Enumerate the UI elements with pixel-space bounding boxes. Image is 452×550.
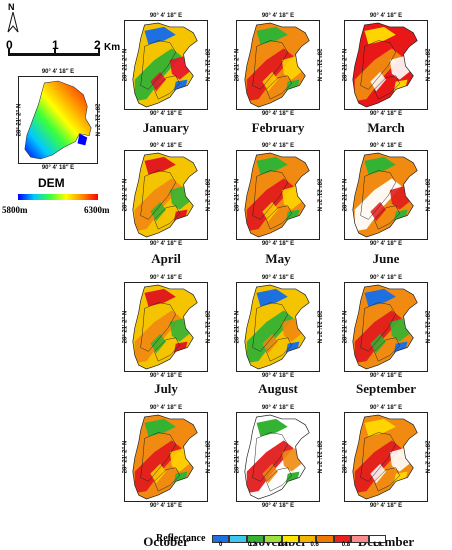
legend-swatch [351,535,369,543]
coord-lon-top: 90° 4' 18'' E [369,405,403,411]
month-label-july: July [154,381,178,396]
scale-bar-ticks [8,49,10,56]
month-label-january: January [142,120,190,135]
reflectance-map [132,22,198,108]
coord-lon-top: 90° 4' 18'' E [369,143,403,149]
dem-title: DEM [38,176,65,190]
coord-lon-top: 90° 4' 18'' E [149,13,183,19]
coord-lon-bot: 90° 4' 18'' E [261,503,295,509]
reflectance-map [352,22,418,108]
north-arrow-icon [7,12,19,33]
dem-min-label: 5800m [2,205,28,215]
reflectance-map [244,414,310,500]
scale-tick-2: 2 [94,38,101,52]
coord-lon-top: 90° 4' 18'' E [149,405,183,411]
reflectance-map [132,152,198,238]
month-label-april: April [151,251,181,266]
legend-swatch [212,535,230,543]
legend-swatch [246,535,265,543]
coord-lon-bot: 90° 4' 18'' E [369,241,403,247]
dem-coord-bottom: 90° 4' 18'' E [41,165,75,171]
legend-tick-label: 0 [219,542,223,548]
legend-tick-label: 0.2 [247,542,257,548]
scale-bar-ticks [54,49,56,56]
month-label-march: March [367,120,405,135]
coord-lon-top: 90° 4' 18'' E [261,13,295,19]
reflectance-map [132,284,198,370]
coord-lon-top: 90° 4' 18'' E [261,275,295,281]
legend-swatch [316,535,334,543]
legend-swatch [368,535,386,543]
month-label-september: September [356,381,416,396]
coord-lon-bot: 90° 4' 18'' E [149,373,183,379]
dem-colorbar [18,194,98,200]
legend-swatch [299,535,317,543]
legend-tick-label: 0.8 [341,542,351,548]
month-label-february: February [251,120,305,135]
scale-tick-1: 1 [52,38,59,52]
scale-bar-ticks [98,49,100,56]
scale-bar: 0 1 2 Km [6,38,121,64]
legend-colorbar [212,535,386,543]
coord-lon-top: 90° 4' 18'' E [369,13,403,19]
legend-swatch [229,535,247,543]
north-label: N [8,2,15,12]
month-label-may: May [265,251,291,266]
coord-lon-top: 90° 4' 18'' E [261,143,295,149]
dem-map-frame: 90° 4' 18'' E 90° 4' 18'' E 28° 21' 2'' … [16,69,99,171]
coord-lon-top: 90° 4' 18'' E [149,143,183,149]
legend-tick-label: 0.4 [279,542,288,548]
reflectance-map [352,152,418,238]
coord-lon-bot: 90° 4' 18'' E [149,503,183,509]
dem-max-label: 6300m [84,205,110,215]
reflectance-map [352,284,418,370]
dem-map [24,80,92,160]
coord-lon-bot: 90° 4' 18'' E [369,111,403,117]
coord-lon-bot: 90° 4' 18'' E [261,241,295,247]
legend-tick-label: 0.6 [310,542,319,548]
reflectance-map [244,152,310,238]
dem-coord-top: 90° 4' 18'' E [41,69,75,75]
legend-swatch [281,535,299,543]
scale-tick-0: 0 [6,38,13,52]
coord-lon-top: 90° 4' 18'' E [369,275,403,281]
legend-ticks: 0 0.2 0.4 0.6 0.8 1.0 [212,542,386,550]
coord-lon-bot: 90° 4' 18'' E [369,373,403,379]
reflectance-map [244,22,310,108]
reflectance-map [132,414,198,500]
coord-lon-bot: 90° 4' 18'' E [261,111,295,117]
coord-lon-top: 90° 4' 18'' E [261,405,295,411]
month-label-october: October [143,534,189,549]
legend-title: Reflectance [156,533,206,544]
coord-lon-bot: 90° 4' 18'' E [369,503,403,509]
month-label-june: June [372,251,400,266]
reflectance-map [244,284,310,370]
scale-unit: Km [104,42,121,53]
coord-lon-bot: 90° 4' 18'' E [149,241,183,247]
legend-swatch [264,535,282,543]
north-arrow: N [6,2,20,33]
legend-tick-label: 1.0 [373,542,382,548]
coord-lon-top: 90° 4' 18'' E [149,275,183,281]
legend-swatch [333,535,352,543]
coord-lon-bot: 90° 4' 18'' E [149,111,183,117]
reflectance-map [352,414,418,500]
coord-lon-bot: 90° 4' 18'' E [261,373,295,379]
month-label-august: August [258,381,298,396]
